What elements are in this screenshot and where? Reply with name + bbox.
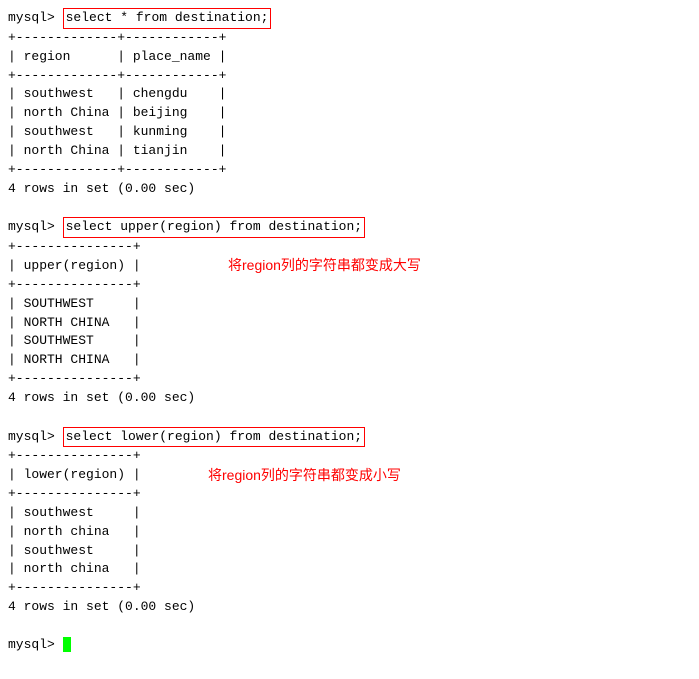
blank-line bbox=[8, 408, 691, 427]
table-row: | southwest | bbox=[8, 542, 691, 561]
annotation-upper: 将region列的字符串都变成大写 bbox=[228, 255, 421, 275]
table-sep: +---------------+ bbox=[8, 238, 691, 257]
table-row: | north china | bbox=[8, 523, 691, 542]
table-sep: +---------------+ bbox=[8, 276, 691, 295]
table-sep: +---------------+ bbox=[8, 485, 691, 504]
table-row: | SOUTHWEST | bbox=[8, 295, 691, 314]
mysql-prompt: mysql> bbox=[8, 219, 55, 234]
sql-query-1: select * from destination; bbox=[63, 8, 272, 29]
table-sep: +-------------+------------+ bbox=[8, 161, 691, 180]
mysql-prompt: mysql> bbox=[8, 637, 55, 652]
prompt-line-cursor[interactable]: mysql> bbox=[8, 636, 691, 655]
table-header: | region | place_name | bbox=[8, 48, 691, 67]
prompt-line-1: mysql> select * from destination; bbox=[8, 8, 691, 29]
sql-query-2: select upper(region) from destination; bbox=[63, 217, 365, 238]
mysql-prompt: mysql> bbox=[8, 429, 55, 444]
query-block-3: mysql> select lower(region) from destina… bbox=[8, 427, 691, 655]
rows-footer: 4 rows in set (0.00 sec) bbox=[8, 180, 691, 199]
prompt-line-3: mysql> select lower(region) from destina… bbox=[8, 427, 691, 448]
query-block-1: mysql> select * from destination; +-----… bbox=[8, 8, 691, 217]
rows-footer: 4 rows in set (0.00 sec) bbox=[8, 598, 691, 617]
table-row: | NORTH CHINA | bbox=[8, 351, 691, 370]
table-row: | southwest | bbox=[8, 504, 691, 523]
table-sep: +---------------+ bbox=[8, 370, 691, 389]
table-row: | north China | tianjin | bbox=[8, 142, 691, 161]
table-row: | southwest | kunming | bbox=[8, 123, 691, 142]
table-sep: +---------------+ bbox=[8, 447, 691, 466]
blank-line bbox=[8, 617, 691, 636]
table-row: | north China | beijing | bbox=[8, 104, 691, 123]
query-block-2: mysql> select upper(region) from destina… bbox=[8, 217, 691, 426]
table-sep: +---------------+ bbox=[8, 579, 691, 598]
table-row: | NORTH CHINA | bbox=[8, 314, 691, 333]
table-sep: +-------------+------------+ bbox=[8, 67, 691, 86]
table-sep: +-------------+------------+ bbox=[8, 29, 691, 48]
table-row: | SOUTHWEST | bbox=[8, 332, 691, 351]
mysql-prompt: mysql> bbox=[8, 10, 55, 25]
table-row: | north china | bbox=[8, 560, 691, 579]
annotation-lower: 将region列的字符串都变成小写 bbox=[208, 465, 401, 485]
rows-footer: 4 rows in set (0.00 sec) bbox=[8, 389, 691, 408]
terminal-cursor bbox=[63, 637, 71, 652]
blank-line bbox=[8, 198, 691, 217]
prompt-line-2: mysql> select upper(region) from destina… bbox=[8, 217, 691, 238]
table-row: | southwest | chengdu | bbox=[8, 85, 691, 104]
sql-query-3: select lower(region) from destination; bbox=[63, 427, 365, 448]
